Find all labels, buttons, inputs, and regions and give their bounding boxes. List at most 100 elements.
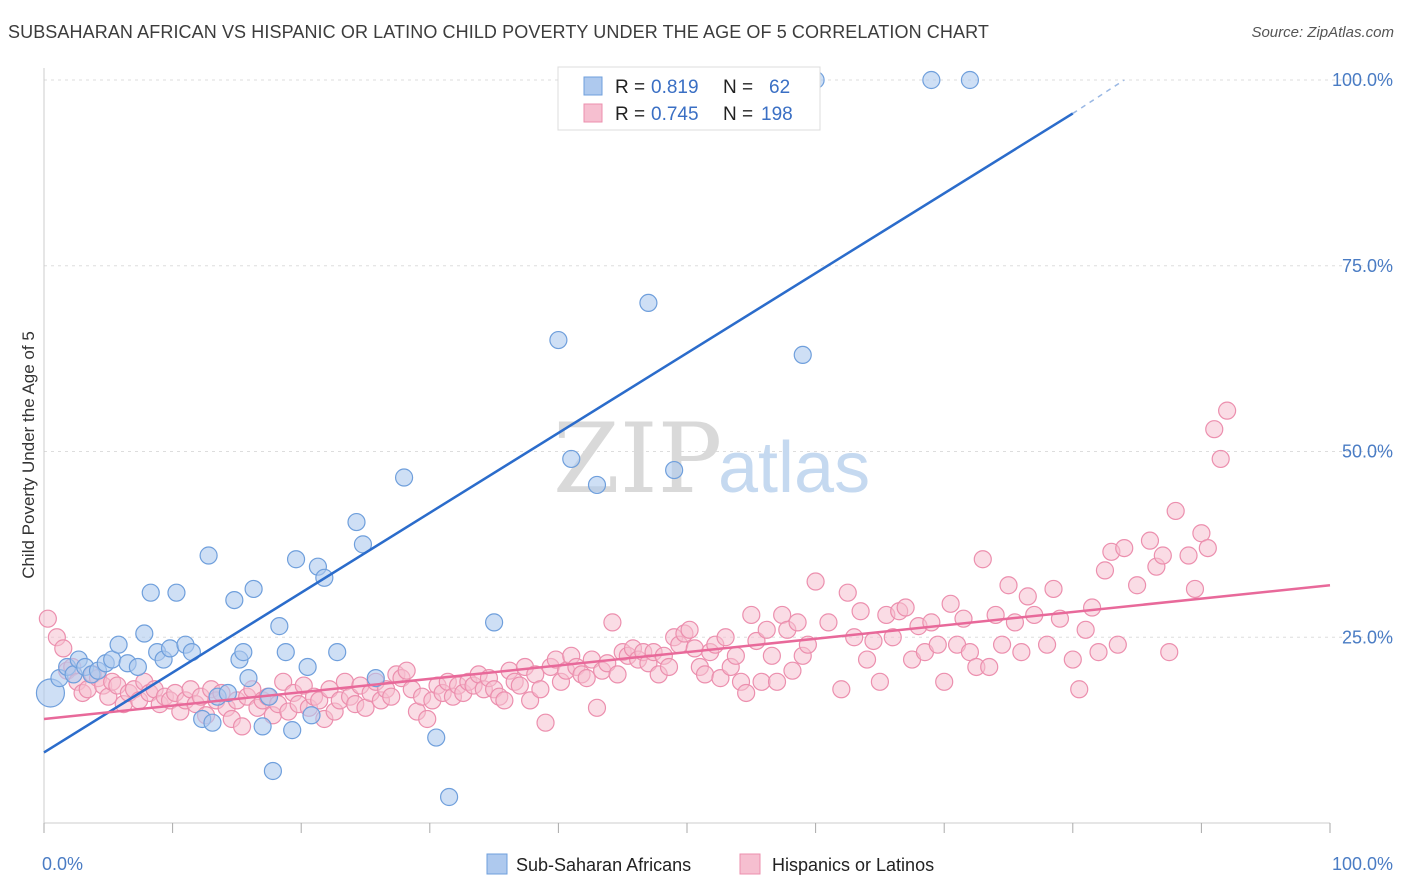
hispanic-point (711, 669, 730, 688)
hispanic-point (232, 717, 252, 736)
subsaharan-point (960, 70, 980, 90)
subsaharan-point (286, 550, 306, 569)
subsaharan-point (587, 475, 607, 495)
subsaharan-point (135, 624, 154, 643)
hispanic-point (857, 650, 877, 669)
hispanic-point (783, 661, 802, 680)
series-legend-label-1: Sub-Saharan Africans (516, 855, 691, 875)
subsaharan-point (263, 761, 283, 781)
subsaharan-point (302, 706, 321, 725)
legend-r-label-2: R = (615, 104, 645, 125)
subsaharan-trend-extension (1072, 79, 1125, 115)
subsaharan-point (109, 635, 128, 654)
hispanic-point (1211, 449, 1230, 469)
hispanic-point (864, 631, 883, 651)
source-label: Source: ZipAtlas.com (1251, 24, 1394, 41)
subsaharan-point (366, 669, 385, 688)
hispanic-point (1218, 401, 1237, 420)
subsaharan-point (549, 330, 568, 350)
chart-title: SUBSAHARAN AFRICAN VS HISPANIC OR LATINO… (8, 22, 989, 42)
hispanic-point (999, 576, 1018, 595)
legend-swatch-pink (583, 103, 603, 123)
subsaharan-point (328, 643, 347, 662)
subsaharan-point (203, 713, 222, 732)
hispanic-point (274, 672, 293, 691)
watermark-zip: ZIP (553, 403, 722, 515)
hispanic-point (38, 609, 57, 628)
hispanic-point (382, 687, 401, 706)
hispanic-point (851, 602, 870, 621)
hispanic-point (845, 628, 864, 647)
hispanic-point (521, 691, 540, 710)
legend-n-value-2: 198 (761, 104, 793, 125)
hispanic-point (1127, 576, 1147, 595)
subsaharan-point (239, 669, 258, 688)
y-tick-label: 100.0% (1332, 70, 1393, 90)
hispanic-point (1095, 561, 1115, 580)
subsaharan-point (427, 728, 446, 747)
hispanic-point (536, 713, 555, 732)
legend-swatch-blue (583, 76, 603, 96)
hispanic-point (577, 669, 596, 688)
hispanic-point (973, 550, 992, 569)
hispanic-point (716, 628, 735, 647)
hispanic-point (757, 620, 776, 639)
hispanic-point (742, 605, 761, 625)
subsaharan-point (347, 512, 366, 532)
hispanic-point (310, 691, 329, 710)
hispanic-point (397, 661, 416, 680)
tick-labels: 25.0% 50.0% 75.0% 100.0% 0.0% 100.0% (42, 70, 1393, 874)
subsaharan-point (283, 721, 302, 740)
subsaharan-point (253, 717, 272, 736)
hispanic-point (870, 672, 890, 691)
hispanic-point (819, 613, 838, 632)
stats-legend: R = 0.819 N = 62 R = 0.745 N = 198 (557, 66, 821, 131)
hispanic-point (980, 657, 999, 677)
subsaharan-point (244, 579, 263, 599)
legend-r-value-1: 0.819 (651, 77, 699, 98)
subsaharan-point (128, 657, 147, 677)
y-tick-label: 25.0% (1342, 627, 1393, 647)
hispanic-point (806, 572, 825, 591)
legend-n-label-2: N = (723, 104, 753, 125)
hispanic-point (896, 598, 915, 617)
subsaharan-trend-line (43, 112, 1074, 754)
hispanic-point (418, 709, 437, 729)
hispanic-point (992, 635, 1012, 654)
legend-n-value-1: 62 (769, 77, 790, 98)
subsaharan-point (922, 70, 941, 90)
hispanic-point (737, 683, 756, 703)
subsaharan-point (199, 546, 218, 565)
subsaharan-point (394, 468, 414, 487)
hispanic-point (1198, 538, 1217, 558)
subsaharan-point (160, 639, 180, 658)
subsaharan-point (639, 293, 658, 312)
subsaharan-points (35, 70, 980, 807)
legend-r-value-2: 0.745 (651, 104, 699, 125)
hispanic-point (1166, 501, 1185, 521)
hispanic-point (883, 628, 902, 647)
subsaharan-point (167, 583, 186, 602)
hispanic-point (928, 635, 947, 654)
subsaharan-point (276, 643, 295, 662)
hispanic-point (695, 665, 715, 684)
subsaharan-point (439, 787, 459, 807)
hispanic-point (788, 613, 807, 632)
hispanic-point (762, 646, 781, 665)
series-legend-swatch-pink (739, 853, 761, 875)
subsaharan-point (562, 449, 581, 469)
hispanic-point (495, 691, 514, 710)
hispanic-point (510, 676, 529, 695)
subsaharan-point (665, 460, 684, 480)
hispanic-point (1044, 579, 1063, 599)
hispanic-point (1018, 587, 1037, 606)
hispanic-point (1076, 620, 1095, 639)
subsaharan-point (234, 643, 253, 662)
hispanic-point (752, 672, 771, 691)
hispanic-point (1037, 635, 1057, 654)
y-tick-label: 50.0% (1342, 442, 1393, 462)
hispanic-point (680, 620, 699, 639)
hispanic-point (659, 657, 679, 677)
legend-n-label-1: N = (723, 77, 753, 98)
